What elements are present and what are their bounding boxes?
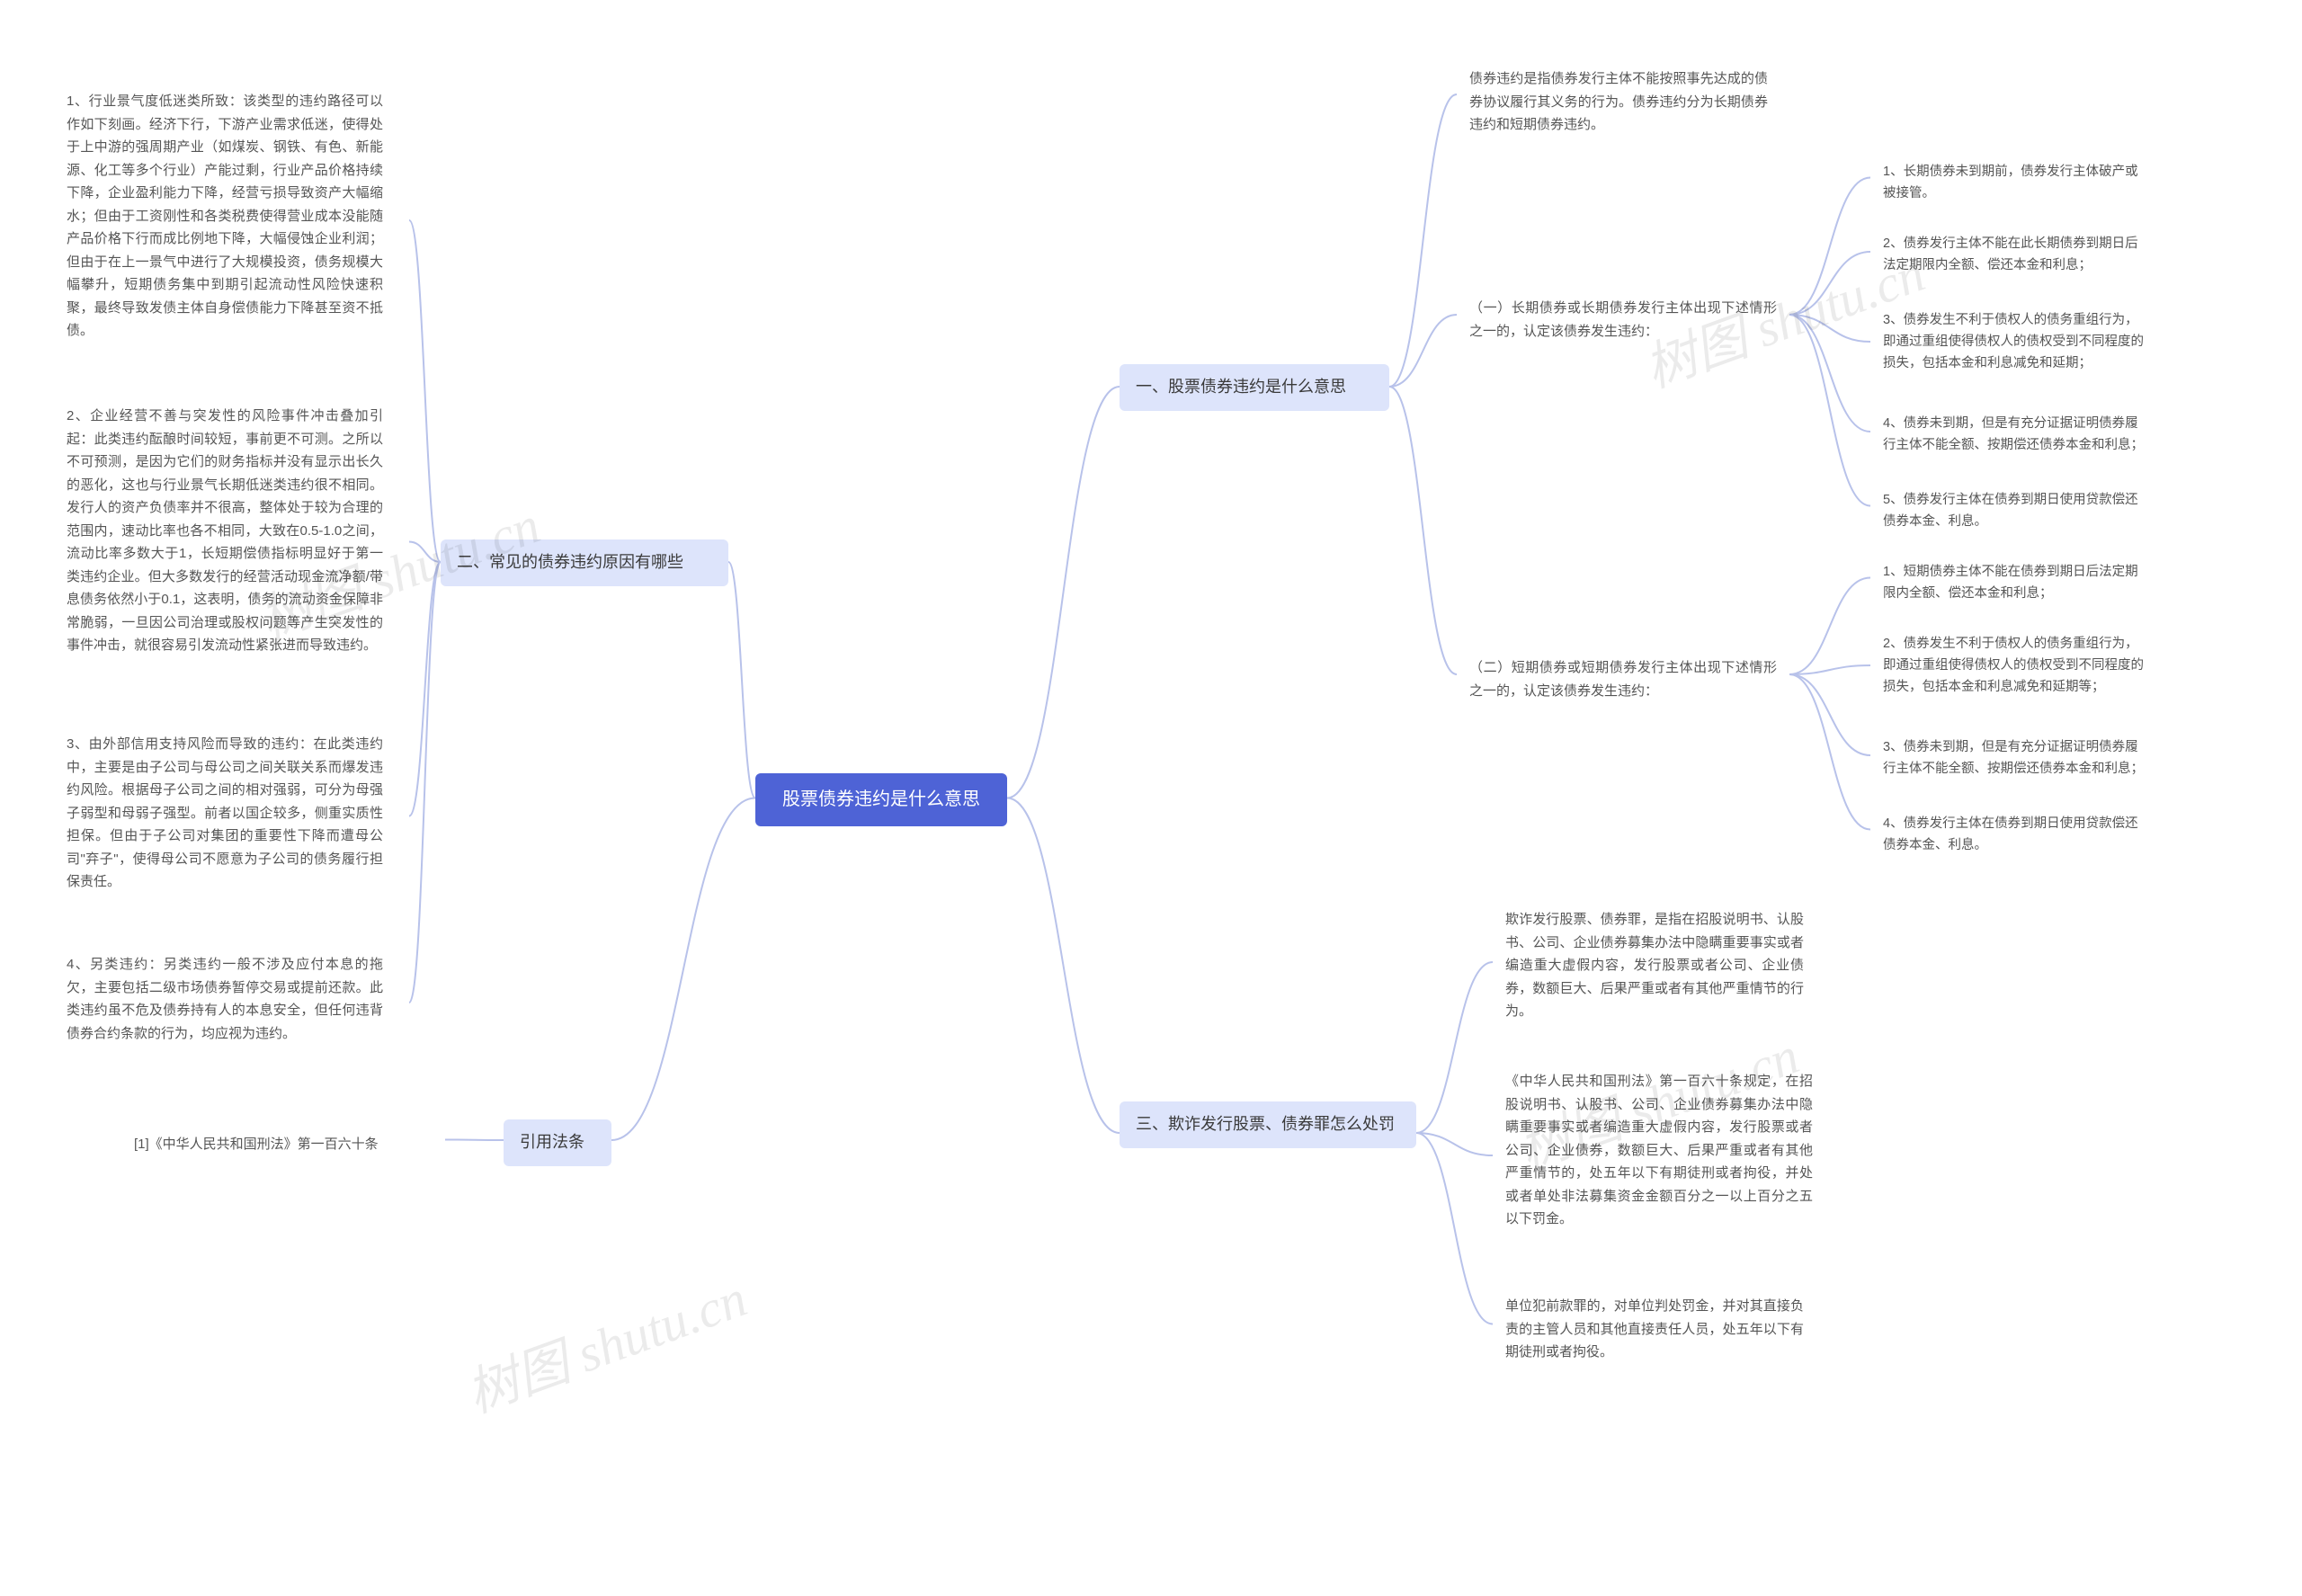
leaf-node: [1]《中华人民共和国刑法》第一百六十条 bbox=[121, 1124, 445, 1165]
leaf-node: （一）长期债券或长期债券发行主体出现下述情形之一的，认定该债券发生违约： bbox=[1457, 288, 1789, 352]
leaf-node: 欺诈发行股票、债券罪，是指在招股说明书、认股书、公司、企业债券募集办法中隐瞒重要… bbox=[1493, 899, 1816, 1032]
root-node: 股票债券违约是什么意思 bbox=[755, 773, 1007, 826]
branch-node: 引用法条 bbox=[504, 1119, 611, 1166]
subleaf-node: 1、短期债券主体不能在债券到期日后法定期限内全额、偿还本金和利息； bbox=[1870, 553, 2158, 614]
subleaf-node: 3、债券发生不利于债权人的债务重组行为，即通过重组使得债权人的债权受到不同程度的… bbox=[1870, 301, 2158, 384]
leaf-node: 4、另类违约：另类违约一般不涉及应付本息的拖欠，主要包括二级市场债券暂停交易或提… bbox=[54, 944, 396, 1054]
subleaf-node: 3、债券未到期，但是有充分证据证明债券履行主体不能全额、按期偿还债券本金和利息； bbox=[1870, 728, 2158, 789]
subleaf-node: 1、长期债券未到期前，债券发行主体破产或被接管。 bbox=[1870, 153, 2158, 214]
subleaf-node: 4、债券未到期，但是有充分证据证明债券履行主体不能全额、按期偿还债券本金和利息； bbox=[1870, 405, 2158, 466]
leaf-node: 单位犯前款罪的，对单位判处罚金，并对其直接负责的主管人员和其他直接责任人员，处五… bbox=[1493, 1286, 1816, 1373]
leaf-node: 3、由外部信用支持风险而导致的违约：在此类违约中，主要是由子公司与母公司之间关联… bbox=[54, 724, 396, 903]
subleaf-node: 2、债券发行主体不能在此长期债券到期日后法定期限内全额、偿还本金和利息； bbox=[1870, 225, 2158, 286]
leaf-node: 1、行业景气度低迷类所致：该类型的违约路径可以作如下刻画。经济下行，下游产业需求… bbox=[54, 81, 396, 352]
branch-node: 二、常见的债券违约原因有哪些 bbox=[441, 539, 728, 586]
leaf-node: 2、企业经营不善与突发性的风险事件冲击叠加引起：此类违约酝酿时间较短，事前更不可… bbox=[54, 396, 396, 666]
leaf-node: 债券违约是指债券发行主体不能按照事先达成的债券协议履行其义务的行为。债券违约分为… bbox=[1457, 58, 1780, 146]
branch-node: 三、欺诈发行股票、债券罪怎么处罚 bbox=[1120, 1101, 1416, 1148]
branch-node: 一、股票债券违约是什么意思 bbox=[1120, 364, 1389, 411]
leaf-node: 《中华人民共和国刑法》第一百六十条规定，在招股说明书、认股书、公司、企业债券募集… bbox=[1493, 1061, 1825, 1240]
subleaf-node: 2、债券发生不利于债权人的债务重组行为，即通过重组使得债权人的债权受到不同程度的… bbox=[1870, 625, 2158, 708]
subleaf-node: 4、债券发行主体在债券到期日使用贷款偿还债券本金、利息。 bbox=[1870, 805, 2158, 866]
leaf-node: （二）短期债券或短期债券发行主体出现下述情形之一的，认定该债券发生违约： bbox=[1457, 647, 1789, 711]
subleaf-node: 5、债券发行主体在债券到期日使用贷款偿还债券本金、利息。 bbox=[1870, 481, 2158, 542]
watermark: 树图 shutu.cn bbox=[454, 1256, 755, 1427]
